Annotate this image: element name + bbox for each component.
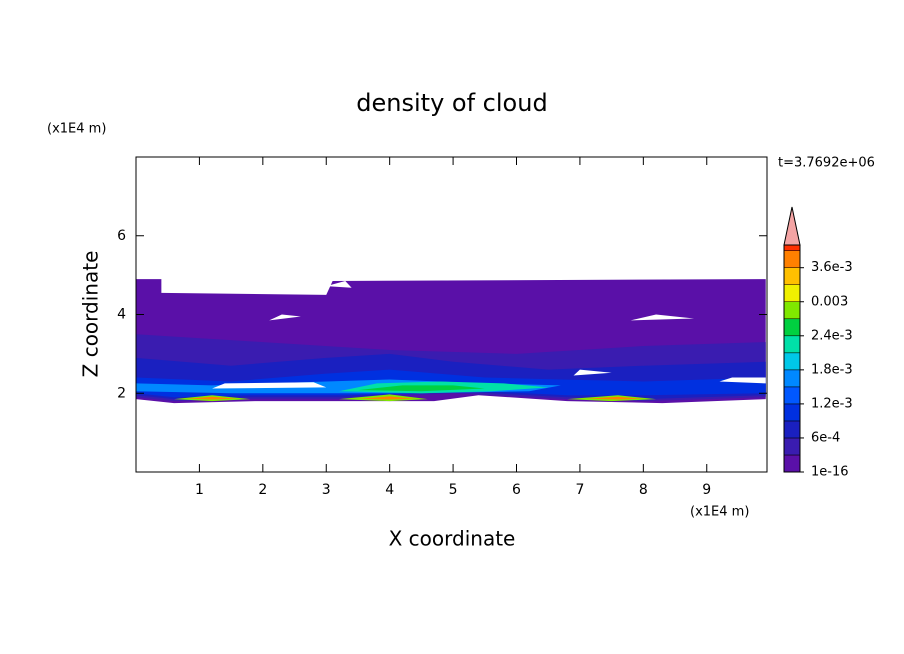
contour-gap: [719, 377, 766, 384]
contour-gap: [326, 281, 352, 288]
contour-gap: [269, 314, 301, 321]
contour-region: [357, 396, 416, 400]
colorbar-tick-label: 1.2e-3: [811, 396, 853, 411]
contour-gap: [573, 369, 612, 376]
x-axis-label: X coordinate: [389, 527, 516, 551]
colorbar-band: [783, 386, 801, 405]
contour-gap: [630, 314, 695, 321]
colorbar-band: [783, 250, 801, 268]
colorbar-tick-label: 0.003: [811, 294, 848, 309]
y-tick-label: 4: [117, 307, 126, 323]
time-label: t=3.7692e+06: [778, 156, 875, 171]
colorbar-tick-label: 2.4e-3: [811, 328, 853, 343]
colorbar-band: [783, 403, 801, 422]
x-tick-label: 3: [322, 482, 331, 498]
colorbar-frame: [783, 244, 801, 473]
colorbar-tick-label: 6e-4: [811, 430, 840, 445]
colorbar-band: [783, 267, 801, 285]
x-tick-label: 9: [702, 482, 711, 498]
colorbar-band: [783, 454, 801, 473]
contour-region: [586, 396, 644, 400]
colorbar-band: [783, 335, 801, 354]
x-tick-label: 7: [575, 482, 584, 498]
colorbar-band: [783, 318, 801, 337]
colorbar-extend: [783, 206, 801, 246]
contour-region: [357, 385, 485, 392]
x-tick-label: 8: [639, 482, 648, 498]
x-tick-label: 1: [195, 482, 204, 498]
colorbar-tick-label: 1.8e-3: [811, 362, 853, 377]
contour-region: [186, 396, 238, 400]
x-tick-label: 4: [385, 482, 394, 498]
colorbar-band: [783, 301, 801, 320]
colorbar-tick-label: 1e-16: [811, 465, 849, 480]
chart-title: density of cloud: [356, 89, 547, 117]
y-tick-label: 2: [117, 385, 126, 401]
colorbar-band: [783, 437, 801, 456]
y-unit: (x1E4 m): [47, 122, 106, 137]
x-unit: (x1E4 m): [690, 505, 749, 520]
contour-gap: [212, 382, 327, 389]
colorbar-band: [783, 244, 801, 251]
y-axis-label: Z coordinate: [79, 251, 103, 378]
colorbar-band: [783, 369, 801, 388]
x-tick-label: 5: [449, 482, 458, 498]
y-tick-label: 6: [117, 228, 126, 244]
colorbar-band: [783, 284, 801, 303]
colorbar-band: [783, 352, 801, 371]
x-tick-label: 6: [512, 482, 521, 498]
colorbar-tick-label: 3.6e-3: [811, 260, 853, 275]
colorbar-band: [783, 420, 801, 439]
x-tick-label: 2: [258, 482, 267, 498]
